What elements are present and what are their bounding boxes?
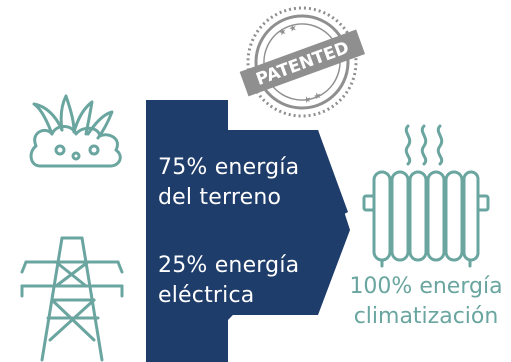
electric-energy-source: eléctrica (158, 283, 255, 308)
electric-energy-percent: 25% energía (158, 253, 300, 278)
patented-stamp-icon: ★ ★ ★ ★ PATENTED (239, 6, 366, 118)
ground-energy-text: 75% energía del terreno (158, 153, 299, 213)
energy-flow-arrow-head (146, 100, 350, 362)
radiator-heat-icon (362, 124, 490, 268)
electric-energy-text: 25% energía eléctrica (158, 251, 299, 311)
result-purpose: climatización (353, 304, 499, 329)
ground-energy-percent: 75% energía (158, 155, 300, 180)
ground-energy-source: del terreno (158, 185, 282, 210)
result-percent: 100% energía (349, 274, 503, 299)
svg-text:★ ★: ★ ★ (277, 23, 298, 39)
power-tower-icon (20, 236, 124, 362)
result-text: 100% energía climatización (336, 272, 511, 332)
grass-soil-icon (29, 94, 122, 168)
